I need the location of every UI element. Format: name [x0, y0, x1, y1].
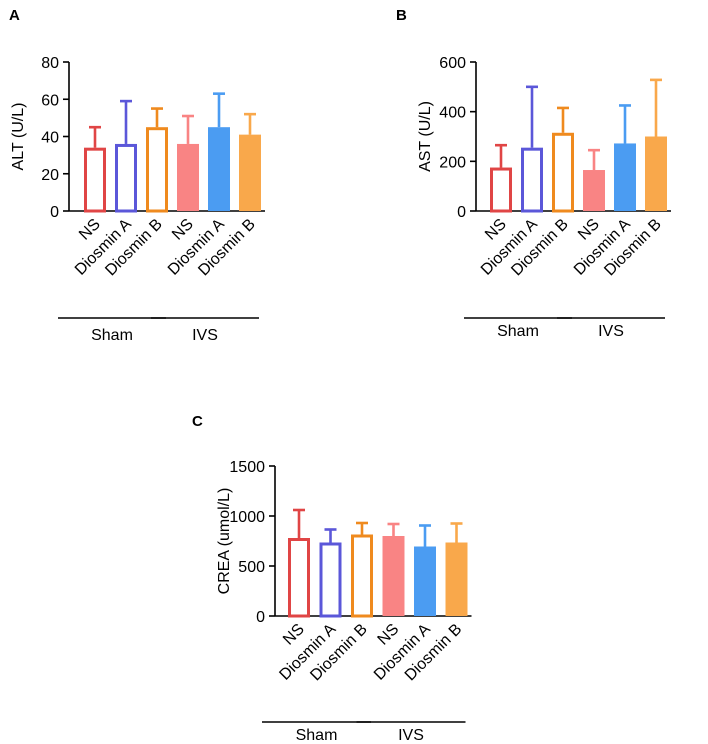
group-label: IVS [192, 327, 218, 344]
y-tick-label: 600 [439, 55, 466, 72]
bar [351, 534, 373, 618]
group-label: IVS [598, 323, 624, 340]
y-tick-label: 500 [238, 559, 265, 576]
bar [208, 127, 230, 211]
bar [552, 132, 574, 213]
bar [84, 147, 106, 213]
bar [645, 136, 667, 211]
bar [614, 143, 636, 211]
y-tick-label: 80 [41, 55, 59, 72]
panel-letter: B [396, 7, 407, 24]
bar [490, 167, 512, 213]
y-axis-label: CREA (umol/L) [216, 488, 233, 595]
y-tick-label: 200 [439, 154, 466, 171]
bar [146, 127, 168, 213]
y-tick-label: 1500 [229, 459, 265, 476]
bar [382, 536, 405, 616]
bar [319, 542, 342, 618]
bar [115, 143, 137, 213]
bar [239, 134, 261, 211]
y-tick-label: 0 [50, 204, 59, 221]
y-tick-label: 0 [457, 204, 466, 221]
group-label: Sham [296, 727, 338, 744]
panel-letter: C [192, 413, 203, 430]
y-tick-label: 20 [41, 167, 59, 184]
y-tick-label: 0 [256, 609, 265, 626]
bar [414, 546, 436, 616]
group-label: IVS [398, 727, 424, 744]
y-tick-label: 400 [439, 105, 466, 122]
group-label: Sham [91, 327, 133, 344]
y-axis-label: AST (U/L) [417, 101, 434, 172]
bar [288, 538, 310, 618]
y-tick-label: 1000 [229, 509, 265, 526]
bar [521, 147, 543, 213]
bar [445, 542, 468, 616]
y-tick-label: 40 [41, 130, 59, 147]
group-label: Sham [497, 323, 539, 340]
bar [583, 170, 605, 211]
y-axis-label: ALT (U/L) [10, 103, 27, 171]
panel-letter: A [9, 7, 20, 24]
bar [177, 143, 199, 211]
y-tick-label: 60 [41, 92, 59, 109]
